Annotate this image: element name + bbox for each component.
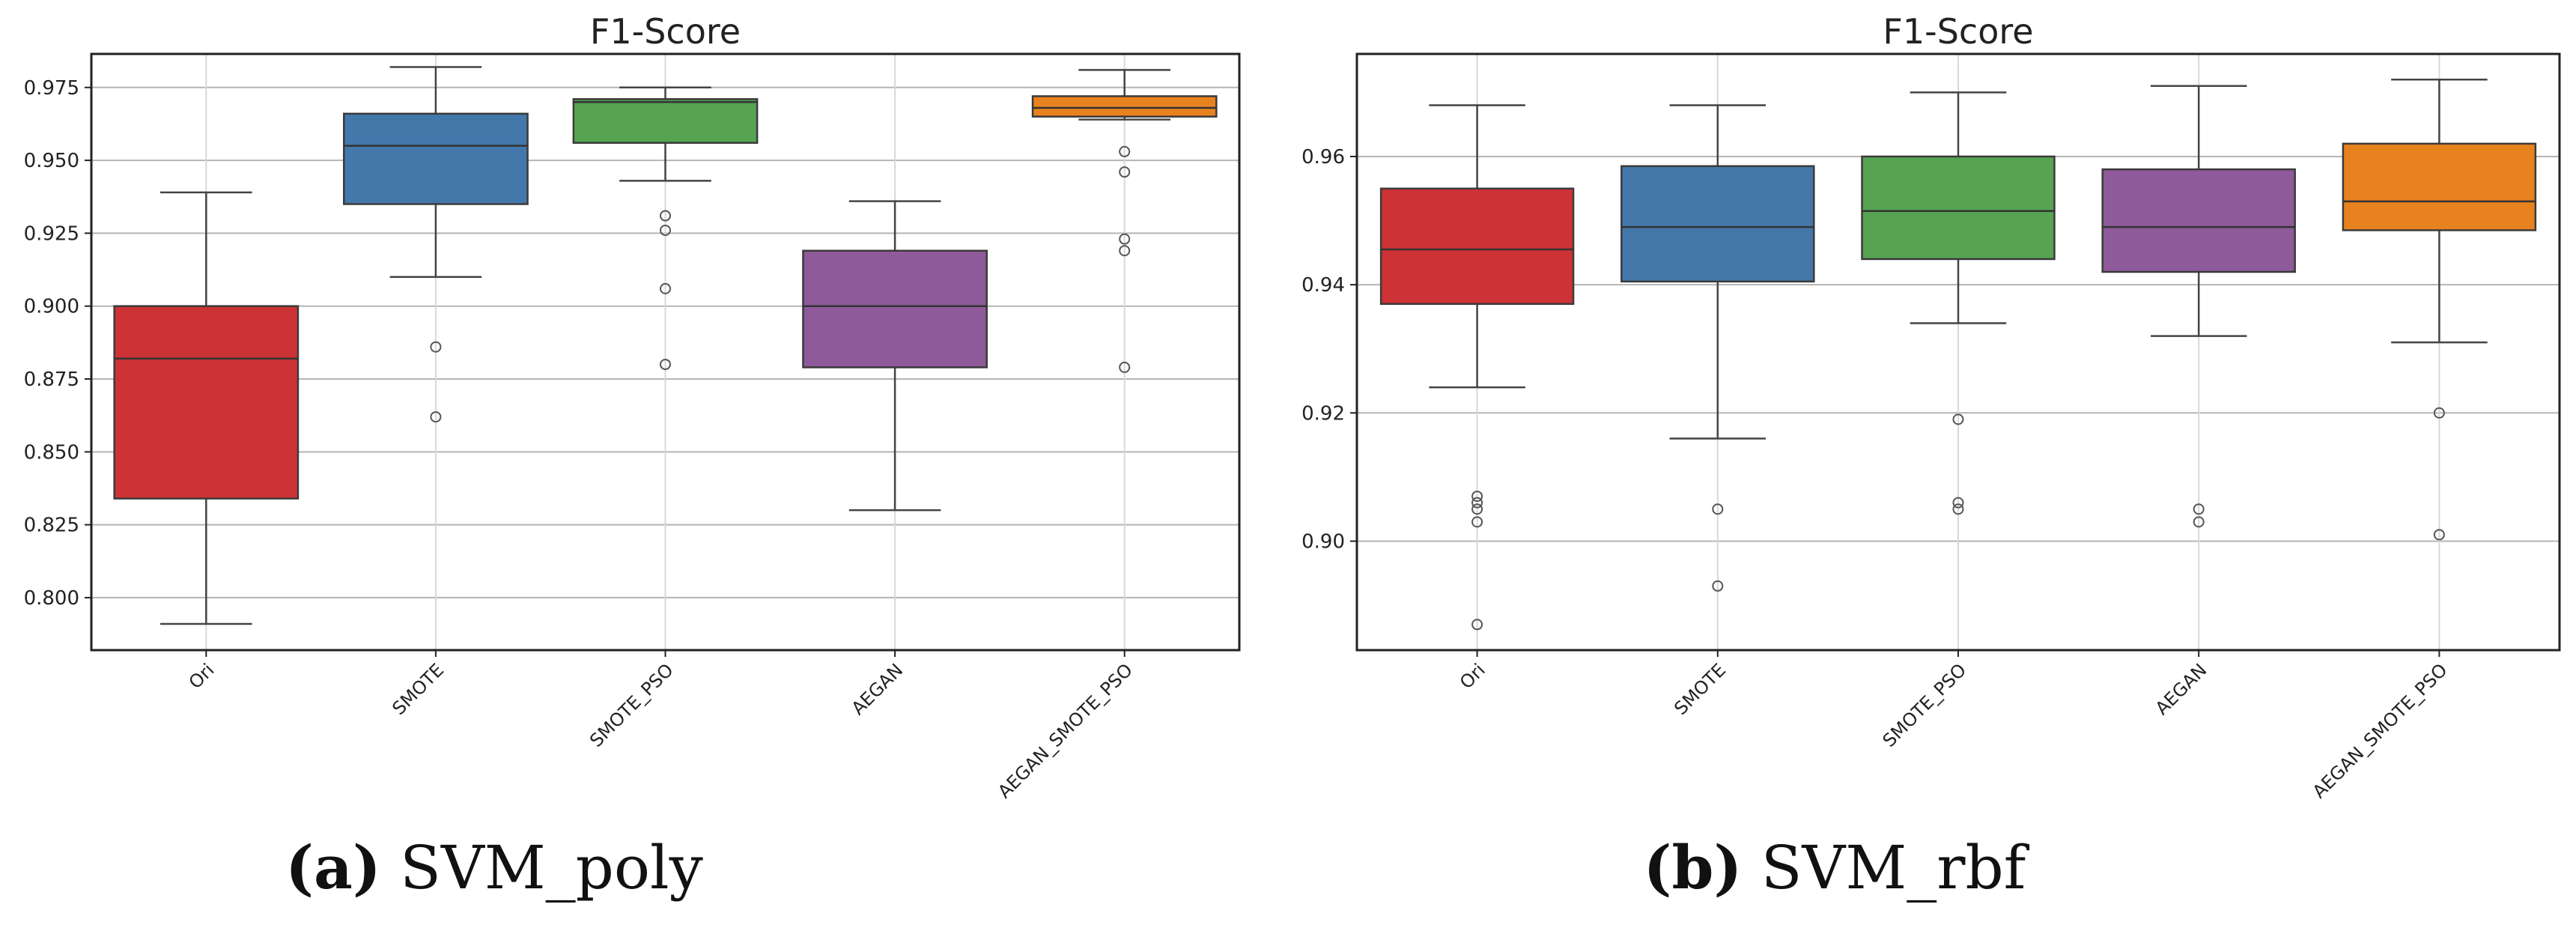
iqr-box <box>1379 187 1575 306</box>
x-tick-label: Ori <box>185 659 219 693</box>
caption-svm-poly: (a) SVM_poly <box>157 837 831 898</box>
x-tick-label: SMOTE_PSO <box>1879 659 1971 751</box>
outlier-point <box>1471 503 1483 515</box>
chart-title: F1-Score <box>590 11 741 52</box>
outlier-point <box>1119 233 1131 245</box>
outlier-point <box>1119 145 1131 157</box>
x-tick-label: SMOTE <box>388 659 448 719</box>
box-smote <box>343 66 529 423</box>
box-aegan <box>2101 85 2296 528</box>
caption-text: SVM_poly <box>400 833 703 903</box>
outlier-point <box>2433 407 2445 419</box>
iqr-box <box>1031 95 1218 118</box>
x-tick-label: AEGAN_SMOTE_PSO <box>994 659 1137 802</box>
outlier-point <box>2193 503 2205 515</box>
y-tick-label: 0.800 <box>24 587 79 610</box>
iqr-box <box>113 305 300 500</box>
outlier-point <box>660 224 671 236</box>
y-tick-label: 0.90 <box>1301 530 1345 553</box>
y-tick-label: 0.925 <box>24 222 79 245</box>
x-tick-label: Ori <box>1456 659 1489 693</box>
outlier-point <box>1119 361 1131 373</box>
x-tick-label: AEGAN_SMOTE_PSO <box>2309 659 2452 802</box>
y-tick-label: 0.96 <box>1301 146 1345 169</box>
outlier-point <box>1952 497 1964 509</box>
outlier-point <box>1471 516 1483 528</box>
outlier-point <box>2433 529 2445 541</box>
outlier-point <box>1471 497 1483 509</box>
y-tick-label: 0.825 <box>24 515 79 537</box>
outlier-point <box>1119 166 1131 178</box>
y-tick-label: 0.92 <box>1301 402 1345 425</box>
x-tick-label: AEGAN <box>848 659 908 719</box>
outlier-point <box>1471 619 1483 631</box>
iqr-box <box>343 112 529 205</box>
box-ori <box>113 191 300 625</box>
y-tick-label: 0.975 <box>24 77 79 100</box>
chart-title: F1-Score <box>1883 11 2033 52</box>
iqr-box <box>2101 168 2296 273</box>
box-ori <box>1379 104 1575 631</box>
outlier-point <box>1712 503 1724 515</box>
outlier-point <box>1952 503 1964 515</box>
box-smote-pso <box>1861 91 2056 515</box>
caption-letter: (a) <box>285 832 381 903</box>
box-aegan-smote-pso <box>1031 69 1218 373</box>
x-tick-label: SMOTE <box>1670 659 1730 719</box>
chart-svm-rbf: F1-Score 0.90 0.92 0.94 0.96 Ori SMOTE SMOTE_PS… <box>1301 11 2561 802</box>
outlier-point <box>430 341 442 353</box>
outlier-point <box>430 411 442 423</box>
outlier-point <box>660 210 671 222</box>
outlier-point <box>660 359 671 371</box>
outlier-point <box>1712 580 1724 592</box>
box-smote <box>1620 104 1815 592</box>
caption-text: SVM_rbf <box>1761 833 2026 903</box>
x-tick-label: AEGAN <box>2151 659 2211 719</box>
outlier-point <box>1471 491 1483 503</box>
y-tick-label: 0.850 <box>24 441 79 464</box>
outlier-point <box>1952 413 1964 425</box>
iqr-box <box>2342 142 2537 231</box>
y-tick-label: 0.950 <box>24 150 79 172</box>
caption-letter: (b) <box>1643 832 1743 903</box>
iqr-box <box>1861 155 2056 261</box>
caption-svm-rbf: (b) SVM_rbf <box>1498 837 2172 898</box>
outlier-point <box>2193 516 2205 528</box>
chart-svm-poly: F1-Score 0.800 0.825 0.850 0.875 0.900 0.925 0.… <box>24 11 1241 802</box>
y-tick-label: 0.875 <box>24 369 79 391</box>
y-tick-label: 0.900 <box>24 296 79 318</box>
iqr-box <box>1620 165 1815 283</box>
box-aegan <box>802 200 988 512</box>
x-tick-label: SMOTE_PSO <box>586 659 678 751</box>
outlier-point <box>1119 245 1131 257</box>
y-tick-label: 0.94 <box>1301 274 1345 297</box>
iqr-box <box>802 249 988 369</box>
box-smote-pso <box>572 86 759 371</box>
iqr-box <box>572 98 759 144</box>
outlier-point <box>660 282 671 294</box>
box-aegan-smote-pso <box>2342 78 2537 541</box>
